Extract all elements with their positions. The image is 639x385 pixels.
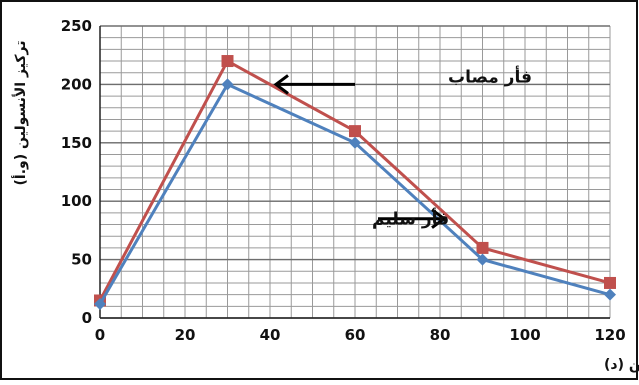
x-tick-label: 0 [95,326,105,344]
data-point-square [604,277,616,289]
x-tick-label: 80 [430,326,451,344]
x-tick-label: 40 [260,326,281,344]
y-tick-label: 200 [61,75,92,93]
y-tick-label: 0 [82,309,92,327]
series-annotation: فأر سليم [372,208,449,230]
data-point-square [477,242,489,254]
x-tick-label: 100 [509,326,540,344]
data-point-square [349,125,361,137]
y-tick-label: 100 [61,192,92,210]
x-tick-label: 60 [345,326,366,344]
series-annotation: فأر مصاب [448,65,532,87]
x-axis-title: الزمن (د) [604,357,639,373]
y-tick-label: 150 [61,134,92,152]
x-tick-label: 120 [594,326,625,344]
data-point-square [222,55,234,67]
y-tick-label: 250 [61,17,92,35]
x-tick-label: 20 [175,326,196,344]
y-axis-title: تركيز الأنسولين (و.أ) [11,41,29,186]
y-tick-label: 50 [71,251,92,269]
